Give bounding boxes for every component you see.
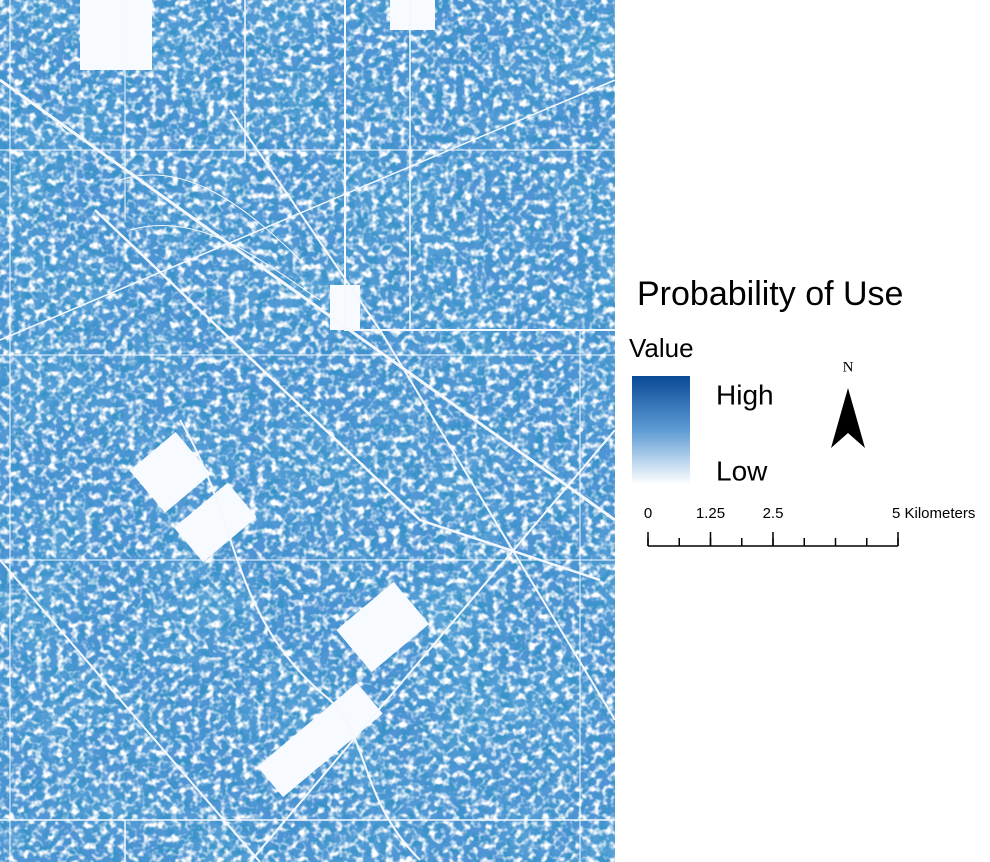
map-title: Probability of Use xyxy=(637,275,903,313)
scale-tick-label: 0 xyxy=(644,505,652,522)
legend-title: Value xyxy=(629,333,694,363)
legend-low-label: Low xyxy=(716,455,768,486)
north-label: N xyxy=(843,359,854,375)
legend-high-label: High xyxy=(716,379,774,410)
scale-tick-label: 2.5 xyxy=(763,505,784,522)
scale-bar: 0 1.25 2.5 5 Kilometers xyxy=(644,505,976,546)
scale-tick-label: 1.25 xyxy=(696,505,725,522)
north-arrow xyxy=(831,388,865,448)
probability-raster xyxy=(0,0,615,862)
cleared-area xyxy=(80,0,152,70)
cleared-area xyxy=(390,0,435,30)
scale-tick-label: 5 Kilometers xyxy=(892,505,975,522)
legend-gradient xyxy=(632,376,690,484)
map-figure: Probability of Use Value High Low N 0 1.2… xyxy=(0,0,990,862)
